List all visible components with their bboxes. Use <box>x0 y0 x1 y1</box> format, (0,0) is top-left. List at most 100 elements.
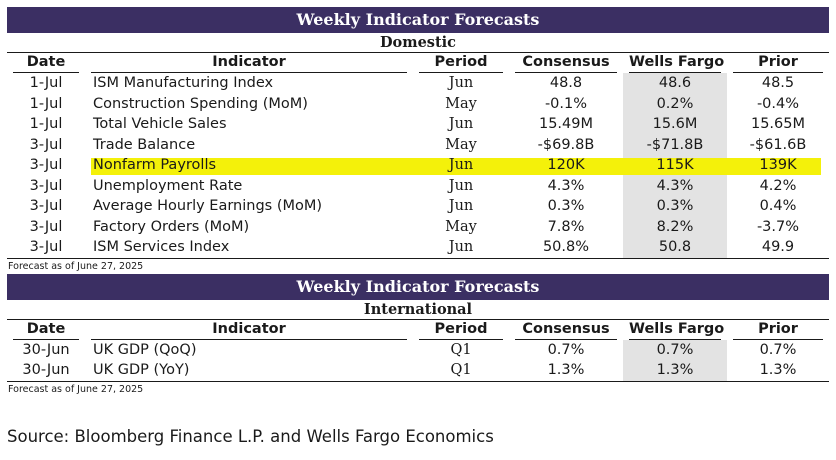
international-title-banner: Weekly Indicator Forecasts <box>7 273 829 300</box>
indicator-cell: Factory Orders (MoM) <box>93 218 250 235</box>
domestic-subtitle: Domestic <box>379 34 456 51</box>
forecast-document: Weekly Indicator Forecasts Domestic Date… <box>7 7 829 397</box>
date-cell: 30-Jun <box>22 362 70 378</box>
indicator-cell: Trade Balance <box>93 136 196 153</box>
consensus-cell: 120K <box>547 157 585 173</box>
domestic-forecast-note: Forecast as of June 27, 2025 <box>8 260 144 272</box>
wells-fargo-cell: 8.2% <box>623 216 727 237</box>
date-cell: 3-Jul <box>29 157 63 173</box>
consensus-cell: 15.49M <box>538 116 594 132</box>
period-cell: Jun <box>448 157 474 173</box>
highlighted-table-row: 3-Jul Nonfarm Payrolls Jun 120K 115K 139… <box>7 155 829 176</box>
prior-cell: 15.65M <box>750 116 806 132</box>
prior-cell: 139K <box>759 157 797 173</box>
prior-cell: -0.4% <box>756 95 800 112</box>
header-period: Period <box>419 53 503 73</box>
wells-fargo-cell: 0.2% <box>623 93 727 114</box>
international-table-bottom-rule <box>7 380 829 382</box>
header-prior: Prior <box>733 320 823 340</box>
wells-fargo-cell: -$71.8B <box>623 134 727 155</box>
period-cell: May <box>445 218 477 235</box>
table-row: 3-Jul ISM Services Index Jun 50.8% 50.8 … <box>7 237 829 258</box>
header-period: Period <box>419 320 503 340</box>
indicator-cell: Total Vehicle Sales <box>93 116 227 132</box>
table-row: 3-Jul Trade Balance May -$69.8B -$71.8B … <box>7 134 829 155</box>
prior-cell: 4.2% <box>759 177 797 194</box>
header-wells-fargo: Wells Fargo <box>629 53 724 73</box>
wells-fargo-cell: 15.6M <box>623 114 727 135</box>
consensus-cell: 0.7% <box>547 341 585 358</box>
table-row: 30-Jun UK GDP (YoY) Q1 1.3% 1.3% 1.3% <box>7 360 829 381</box>
wells-fargo-cell: 4.3% <box>623 175 727 196</box>
indicator-cell: UK GDP (QoQ) <box>93 341 197 358</box>
header-indicator: Indicator <box>91 320 407 340</box>
wells-fargo-cell: 48.6 <box>623 73 727 94</box>
header-date: Date <box>13 53 79 73</box>
table-row: 1-Jul ISM Manufacturing Index Jun 48.8 4… <box>7 73 829 94</box>
prior-cell: 49.9 <box>761 239 795 255</box>
international-header-row: Date Indicator Period Consensus Wells Fa… <box>7 318 829 340</box>
consensus-cell: 0.3% <box>547 198 585 214</box>
date-cell: 1-Jul <box>29 95 63 112</box>
indicator-cell: Nonfarm Payrolls <box>93 157 217 173</box>
consensus-cell: 7.8% <box>547 218 585 235</box>
date-cell: 1-Jul <box>29 75 63 91</box>
domestic-title-banner: Weekly Indicator Forecasts <box>7 7 829 33</box>
date-cell: 3-Jul <box>29 239 63 255</box>
highlight-mark <box>623 158 727 175</box>
date-cell: 30-Jun <box>22 341 70 358</box>
date-cell: 3-Jul <box>29 218 63 235</box>
prior-cell: 0.4% <box>759 198 797 214</box>
prior-cell: 0.7% <box>759 341 797 358</box>
domestic-header-row: Date Indicator Period Consensus Wells Fa… <box>7 52 829 73</box>
source-line: Source: Bloomberg Finance L.P. and Wells… <box>7 427 494 446</box>
period-cell: May <box>445 136 477 153</box>
indicator-cell: Construction Spending (MoM) <box>93 95 308 112</box>
header-consensus: Consensus <box>515 53 617 73</box>
domestic-table-bottom-rule <box>7 257 829 259</box>
period-cell: May <box>445 95 477 112</box>
period-cell: Jun <box>448 239 474 255</box>
table-row: 1-Jul Total Vehicle Sales Jun 15.49M 15.… <box>7 114 829 135</box>
wells-fargo-cell: 1.3% <box>623 360 727 381</box>
period-cell: Q1 <box>450 341 472 358</box>
date-cell: 3-Jul <box>29 198 63 214</box>
consensus-cell: 48.8 <box>549 75 583 91</box>
international-forecast-note: Forecast as of June 27, 2025 <box>8 383 144 395</box>
header-wells-fargo: Wells Fargo <box>629 320 724 340</box>
wells-fargo-cell: 115K <box>656 157 694 173</box>
header-date: Date <box>13 320 79 340</box>
date-cell: 3-Jul <box>29 177 63 194</box>
table-row: 3-Jul Average Hourly Earnings (MoM) Jun … <box>7 196 829 217</box>
header-consensus: Consensus <box>515 320 617 340</box>
highlight-mark <box>509 158 623 175</box>
domestic-table: Date Indicator Period Consensus Wells Fa… <box>7 52 829 258</box>
period-cell: Jun <box>448 75 474 91</box>
highlight-mark <box>91 158 413 175</box>
date-cell: 3-Jul <box>29 136 63 153</box>
period-cell: Jun <box>448 198 474 214</box>
consensus-cell: 1.3% <box>547 362 585 378</box>
highlight-mark <box>727 158 821 175</box>
highlight-mark <box>413 158 509 175</box>
indicator-cell: ISM Manufacturing Index <box>93 75 274 91</box>
wells-fargo-cell: 0.7% <box>623 339 727 360</box>
table-row: 1-Jul Construction Spending (MoM) May -0… <box>7 93 829 114</box>
consensus-cell: -$69.8B <box>537 136 595 153</box>
table-row: 30-Jun UK GDP (QoQ) Q1 0.7% 0.7% 0.7% <box>7 339 829 360</box>
period-cell: Jun <box>448 177 474 194</box>
prior-cell: -3.7% <box>756 218 800 235</box>
consensus-cell: 4.3% <box>547 177 585 194</box>
international-table: Date Indicator Period Consensus Wells Fa… <box>7 318 829 381</box>
wells-fargo-cell: 0.3% <box>623 196 727 217</box>
indicator-cell: Average Hourly Earnings (MoM) <box>93 198 323 214</box>
wells-fargo-cell: 50.8 <box>623 237 727 258</box>
international-subtitle: International <box>363 300 473 318</box>
prior-cell: 48.5 <box>761 75 795 91</box>
prior-cell: 1.3% <box>759 362 797 378</box>
period-cell: Jun <box>448 116 474 132</box>
indicator-cell: UK GDP (YoY) <box>93 362 190 378</box>
period-cell: Q1 <box>450 362 472 378</box>
indicator-cell: ISM Services Index <box>93 239 230 255</box>
header-prior: Prior <box>733 53 823 73</box>
